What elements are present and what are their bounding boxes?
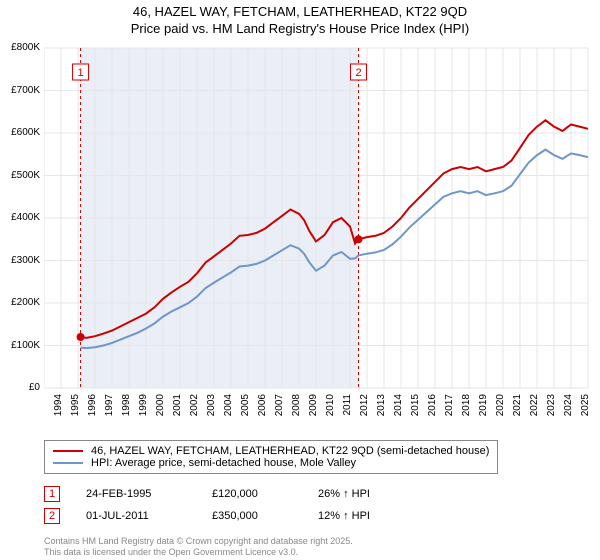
svg-text:2025: 2025 — [580, 394, 591, 417]
footer: Contains HM Land Registry data © Crown c… — [44, 536, 353, 558]
svg-text:2016: 2016 — [427, 394, 438, 417]
legend-label: 46, HAZEL WAY, FETCHAM, LEATHERHEAD, KT2… — [91, 445, 489, 457]
legend-label: HPI: Average price, semi-detached house,… — [91, 457, 356, 469]
svg-text:1997: 1997 — [104, 394, 115, 417]
svg-text:1993: 1993 — [44, 394, 47, 417]
title-line2: Price paid vs. HM Land Registry's House … — [131, 21, 469, 36]
marker-row: 2 01-JUL-2011 £350,000 12% ↑ HPI — [44, 508, 398, 524]
svg-text:2000: 2000 — [155, 394, 166, 417]
legend-item: HPI: Average price, semi-detached house,… — [53, 457, 489, 469]
chart-plot: 1993 1994 1995 1996 1997 1998 1999 2000 2001 2002… — [44, 44, 592, 424]
svg-text:2001: 2001 — [172, 394, 183, 417]
svg-text:1999: 1999 — [138, 394, 149, 417]
chart-title: 46, HAZEL WAY, FETCHAM, LEATHERHEAD, KT2… — [0, 0, 600, 38]
y-tick-label: £300K — [0, 255, 40, 266]
marker-date: 24-FEB-1995 — [86, 488, 186, 500]
svg-text:2017: 2017 — [444, 394, 455, 417]
marker-num: 2 — [44, 508, 60, 524]
svg-text:2011: 2011 — [342, 394, 353, 416]
svg-text:1995: 1995 — [70, 394, 81, 417]
footer-line2: This data is licensed under the Open Gov… — [44, 547, 298, 557]
marker-price: £350,000 — [212, 510, 292, 522]
legend: 46, HAZEL WAY, FETCHAM, LEATHERHEAD, KT2… — [44, 440, 498, 474]
marker-table: 1 24-FEB-1995 £120,000 26% ↑ HPI 2 01-JU… — [44, 486, 398, 530]
svg-text:1: 1 — [77, 67, 83, 79]
y-tick-label: £400K — [0, 212, 40, 223]
marker-hpi: 12% ↑ HPI — [318, 510, 398, 522]
legend-item: 46, HAZEL WAY, FETCHAM, LEATHERHEAD, KT2… — [53, 445, 489, 457]
svg-text:2014: 2014 — [393, 394, 404, 417]
svg-text:1996: 1996 — [87, 394, 98, 417]
title-line1: 46, HAZEL WAY, FETCHAM, LEATHERHEAD, KT2… — [133, 4, 467, 19]
svg-text:2024: 2024 — [563, 394, 574, 417]
svg-text:2012: 2012 — [359, 394, 370, 417]
svg-text:2008: 2008 — [291, 394, 302, 417]
y-tick-label: £500K — [0, 170, 40, 181]
svg-text:2023: 2023 — [546, 394, 557, 417]
chart-container: 46, HAZEL WAY, FETCHAM, LEATHERHEAD, KT2… — [0, 0, 600, 560]
svg-text:2021: 2021 — [512, 394, 523, 417]
svg-text:2010: 2010 — [325, 394, 336, 417]
svg-text:2013: 2013 — [376, 394, 387, 417]
svg-text:2015: 2015 — [410, 394, 421, 417]
svg-text:2005: 2005 — [240, 394, 251, 417]
y-tick-label: £600K — [0, 127, 40, 138]
y-tick-label: £0 — [0, 382, 40, 393]
svg-text:2004: 2004 — [223, 394, 234, 417]
svg-text:2019: 2019 — [478, 394, 489, 417]
y-tick-label: £100K — [0, 340, 40, 351]
svg-text:1998: 1998 — [121, 394, 132, 417]
svg-text:2009: 2009 — [308, 394, 319, 417]
y-tick-label: £800K — [0, 42, 40, 53]
svg-text:1994: 1994 — [53, 394, 64, 417]
legend-swatch — [53, 450, 83, 452]
svg-text:2002: 2002 — [189, 394, 200, 417]
svg-text:2022: 2022 — [529, 394, 540, 417]
marker-date: 01-JUL-2011 — [86, 510, 186, 522]
marker-num: 1 — [44, 486, 60, 502]
marker-price: £120,000 — [212, 488, 292, 500]
svg-text:2006: 2006 — [257, 394, 268, 417]
marker-row: 1 24-FEB-1995 £120,000 26% ↑ HPI — [44, 486, 398, 502]
y-tick-label: £200K — [0, 297, 40, 308]
y-tick-label: £700K — [0, 85, 40, 96]
footer-line1: Contains HM Land Registry data © Crown c… — [44, 536, 353, 546]
svg-text:2003: 2003 — [206, 394, 217, 417]
svg-text:2007: 2007 — [274, 394, 285, 417]
svg-text:2018: 2018 — [461, 394, 472, 417]
legend-swatch — [53, 462, 83, 464]
svg-text:2: 2 — [355, 67, 361, 79]
svg-text:2020: 2020 — [495, 394, 506, 417]
marker-hpi: 26% ↑ HPI — [318, 488, 398, 500]
